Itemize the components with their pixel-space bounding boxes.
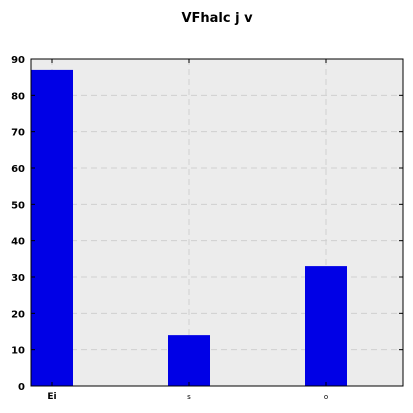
chart-title: VFhalc j v: [181, 11, 253, 26]
y-tick-label: 90: [11, 55, 25, 66]
bar: [305, 266, 347, 386]
y-tick-label: 70: [11, 128, 25, 139]
y-tick-label: 0: [18, 382, 25, 393]
y-tick-label: 40: [11, 237, 25, 248]
y-tick-label: 80: [11, 91, 25, 102]
plot-area: [31, 59, 403, 386]
x-tick-label: Ei: [47, 392, 56, 402]
bar: [168, 335, 210, 386]
y-axis-ticks: 0 10 20 30 40 50 60 70 80 90: [11, 55, 403, 393]
y-tick-label: 20: [11, 309, 25, 320]
plot-frame: [30, 58, 404, 387]
y-tick-label: 50: [11, 200, 25, 211]
x-tick-label: s: [187, 393, 191, 401]
x-tick-label: o: [324, 393, 328, 401]
x-axis-ticks: Ei s o: [47, 59, 328, 402]
y-tick-label: 60: [11, 164, 25, 175]
y-tick-label: 10: [11, 346, 25, 357]
y-tick-label: 30: [11, 273, 25, 284]
bars: [31, 69, 347, 387]
bar: [31, 69, 73, 387]
